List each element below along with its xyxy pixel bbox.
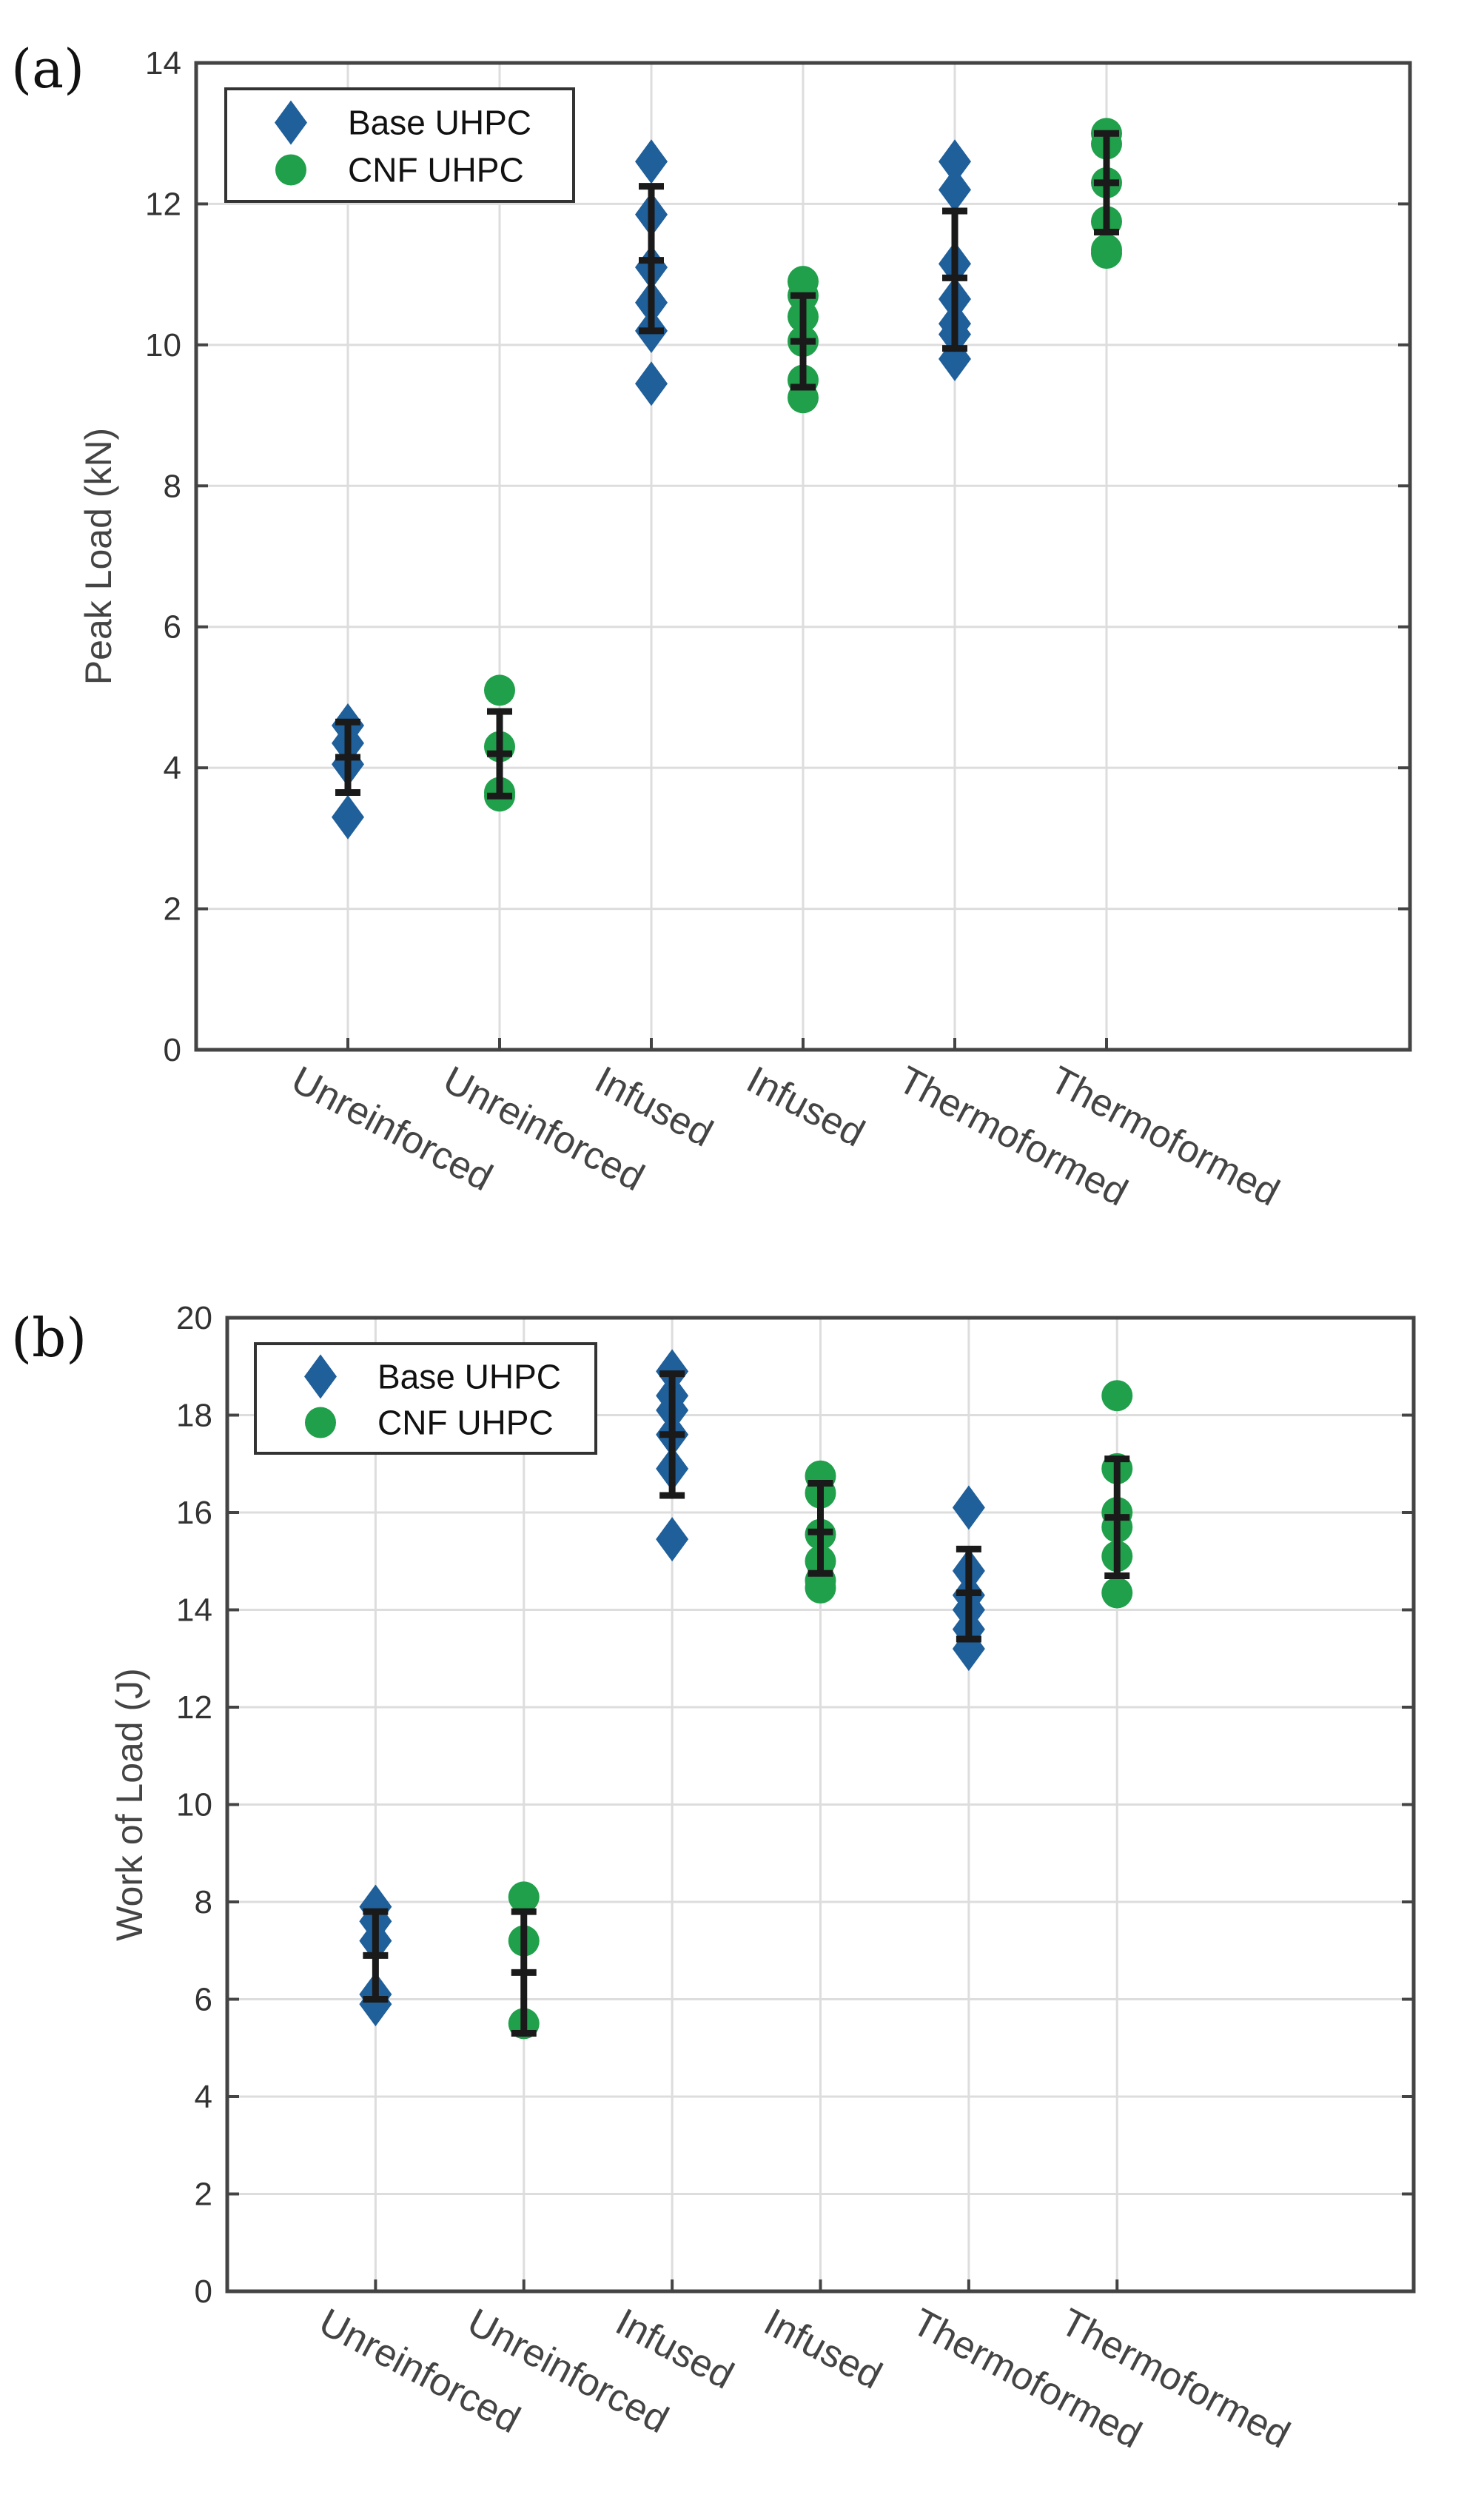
legend-label-base-uhpc: Base UHPC	[348, 104, 531, 142]
x-category-label: Infused	[739, 1058, 871, 1155]
y-tick-label: 20	[176, 1300, 212, 1336]
data-point-cnf-uhpc	[788, 266, 819, 298]
legend-circle-icon	[305, 1407, 336, 1438]
y-tick-label: 14	[145, 45, 181, 81]
chart-panel-a: 02468101214UnreinforcedUnreinforcedInfus…	[11, 38, 1412, 1215]
y-tick-label: 6	[195, 1982, 212, 2018]
data-point-base-uhpc	[635, 139, 668, 184]
legend-circle-icon	[275, 154, 306, 186]
data-point-base-uhpc	[635, 361, 668, 406]
y-tick-label: 10	[176, 1787, 212, 1823]
y-tick-label: 2	[195, 2177, 212, 2213]
data-point-cnf-uhpc	[1101, 1577, 1133, 1609]
x-category-label: Infused	[757, 2300, 889, 2397]
y-tick-label: 16	[176, 1495, 212, 1531]
y-tick-label: 4	[164, 750, 181, 786]
y-axis-title: Work of Load (J)	[109, 1668, 150, 1941]
y-tick-label: 14	[176, 1592, 212, 1629]
y-tick-label: 8	[164, 468, 181, 504]
y-tick-label: 10	[145, 327, 181, 363]
y-tick-label: 18	[176, 1398, 212, 1434]
data-point-base-uhpc	[359, 1884, 392, 1929]
data-point-base-uhpc	[939, 139, 971, 184]
data-point-cnf-uhpc	[1101, 1380, 1133, 1412]
data-point-base-uhpc	[939, 167, 971, 212]
data-point-base-uhpc	[952, 1485, 985, 1530]
panel-label: (b)	[11, 1307, 87, 1369]
legend-label-cnf-uhpc: CNF UHPC	[348, 150, 524, 189]
data-point-cnf-uhpc	[1091, 234, 1122, 266]
panel-label: (a)	[11, 38, 84, 100]
chart-panel-b: 02468101214161820UnreinforcedUnreinforce…	[11, 1300, 1416, 2457]
legend-diamond-icon	[275, 100, 307, 145]
y-tick-label: 2	[164, 891, 181, 928]
y-axis-title: Peak Load (kN)	[78, 428, 119, 685]
y-tick-label: 12	[145, 186, 181, 222]
y-tick-label: 8	[195, 1884, 212, 1920]
y-tick-label: 0	[195, 2274, 212, 2310]
data-point-cnf-uhpc	[484, 674, 515, 706]
legend-diamond-icon	[304, 1354, 337, 1399]
y-tick-label: 12	[176, 1689, 212, 1726]
legend-label-base-uhpc: Base UHPC	[377, 1357, 561, 1396]
y-tick-label: 6	[164, 609, 181, 646]
y-tick-label: 0	[164, 1032, 181, 1068]
y-tick-label: 4	[195, 2079, 212, 2115]
data-point-base-uhpc	[332, 794, 364, 840]
legend-label-cnf-uhpc: CNF UHPC	[377, 1404, 554, 1442]
data-point-base-uhpc	[656, 1517, 689, 1562]
data-point-cnf-uhpc	[508, 1881, 540, 1913]
